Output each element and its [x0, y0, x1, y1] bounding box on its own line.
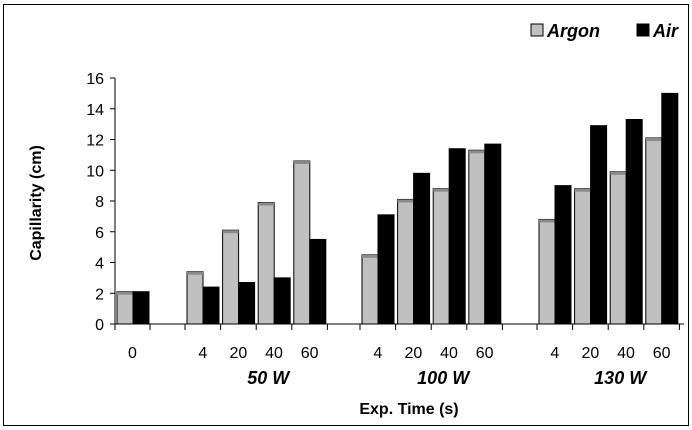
bar-cap: [362, 254, 378, 258]
bar-air-100w-4s: [377, 214, 395, 325]
bar-argon-50w-20s: [222, 229, 240, 325]
bar-cap: [413, 173, 430, 177]
y-tick-label: 14: [86, 102, 104, 119]
x-tick-label: 0: [128, 345, 137, 362]
bar-argon-130w-4s: [538, 218, 556, 325]
bar-cap: [468, 150, 485, 154]
bar-cap: [555, 185, 571, 189]
y-tick-label: 2: [95, 286, 104, 303]
y-tick-label: 10: [86, 163, 104, 180]
bar-air-100w-40s: [448, 148, 466, 325]
bar-cap: [645, 137, 662, 141]
y-tick-label: 16: [86, 71, 104, 88]
y-tick-label: 0: [95, 317, 104, 334]
bar-air-100w-60s: [484, 143, 502, 325]
bar-argon-130w-60s: [645, 137, 663, 325]
bar-cap: [590, 125, 607, 129]
y-axis-title: Capillarity (cm): [28, 145, 45, 261]
x-tick-label: 20: [582, 345, 600, 362]
bar-cap: [484, 144, 501, 148]
bar-cap: [433, 188, 450, 192]
x-axis-title: Exp. Time (s): [359, 401, 458, 418]
bar-cap: [449, 148, 466, 152]
bar-air-50w-20s: [238, 281, 256, 325]
bar-argon-100w-4s: [361, 254, 379, 325]
bar-cap: [539, 219, 555, 223]
bar-cap: [626, 119, 643, 123]
bar-argon-100w-40s: [432, 188, 450, 325]
bar-cap: [378, 214, 394, 218]
legend: Argon Air: [530, 21, 679, 41]
x-tick-label: 40: [617, 345, 635, 362]
bar-cap: [661, 93, 678, 97]
bar-air-50w-60s: [309, 238, 327, 325]
group-label: 100 W: [417, 368, 471, 388]
bar-cap: [117, 291, 133, 295]
legend-label-argon: Argon: [546, 21, 600, 41]
bar-cap: [238, 282, 255, 286]
plot-area: 0 2 4 6 8 10 12 14 16 0 4 20 40 60 50 W 4 20 40 60 100 W 4 20…: [86, 71, 684, 388]
bar-air-130w-20s: [590, 125, 608, 325]
bar-air-130w-40s: [625, 119, 643, 325]
bar-cap: [258, 202, 275, 206]
bar-argon-130w-40s: [609, 171, 627, 325]
y-tick-label: 8: [95, 194, 104, 211]
bar-cap: [397, 199, 414, 203]
bar-argon-100w-20s: [397, 198, 415, 325]
bar-argon-100w-60s: [468, 149, 486, 325]
y-tick-label: 4: [95, 256, 104, 273]
bar-cap: [293, 161, 310, 165]
bar-cap: [610, 171, 627, 175]
bar-cap: [309, 239, 326, 243]
bar-air-0s: [132, 291, 150, 325]
x-tick-label: 40: [265, 345, 283, 362]
bar-argon-50w-40s: [257, 202, 275, 325]
x-tick-label: 40: [440, 345, 458, 362]
x-tick-label: 60: [653, 345, 671, 362]
bar-air-130w-60s: [661, 92, 679, 325]
bar-air-100w-20s: [413, 172, 431, 325]
x-tick-label: 4: [198, 345, 207, 362]
y-tick-label: 6: [95, 225, 104, 242]
bar-argon-50w-4s: [186, 271, 204, 325]
group-label: 130 W: [594, 368, 648, 388]
x-tick-label: 60: [301, 345, 319, 362]
x-tick-label: 20: [230, 345, 248, 362]
x-tick-label: 4: [373, 345, 382, 362]
x-tick-label: 20: [405, 345, 423, 362]
group-label: 50 W: [247, 368, 291, 388]
bar-argon-0s: [116, 291, 134, 325]
y-tick-label: 12: [86, 133, 104, 150]
x-tick-label: 4: [550, 345, 559, 362]
bar-cap: [133, 291, 149, 295]
x-tick-label: 60: [476, 345, 494, 362]
bar-cap: [574, 188, 591, 192]
legend-label-air: Air: [652, 21, 679, 41]
bar-argon-130w-20s: [574, 188, 592, 325]
bar-air-50w-4s: [202, 286, 220, 325]
bar-cap: [222, 230, 239, 234]
bar-cap: [187, 271, 203, 275]
bar-cap: [203, 287, 219, 291]
bar-air-130w-4s: [554, 185, 572, 325]
bar-air-50w-40s: [273, 277, 291, 325]
bar-argon-50w-60s: [293, 160, 311, 325]
legend-swatch-argon: [530, 23, 544, 37]
legend-swatch-air: [636, 23, 650, 37]
bar-cap: [274, 277, 291, 281]
